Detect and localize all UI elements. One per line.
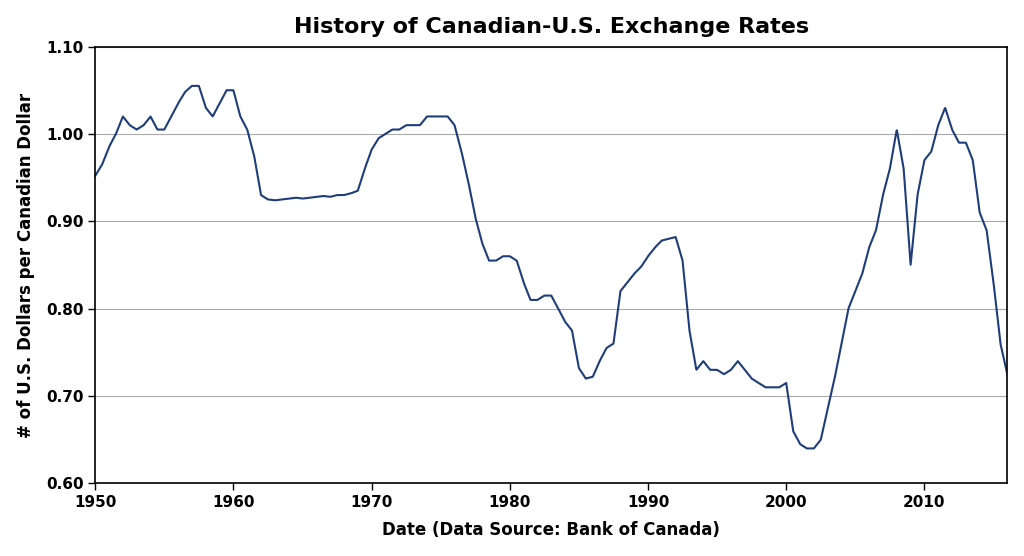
X-axis label: Date (Data Source: Bank of Canada): Date (Data Source: Bank of Canada) bbox=[382, 522, 720, 539]
Y-axis label: # of U.S. Dollars per Canadian Dollar: # of U.S. Dollars per Canadian Dollar bbox=[16, 92, 35, 438]
Title: History of Canadian-U.S. Exchange Rates: History of Canadian-U.S. Exchange Rates bbox=[294, 17, 809, 37]
